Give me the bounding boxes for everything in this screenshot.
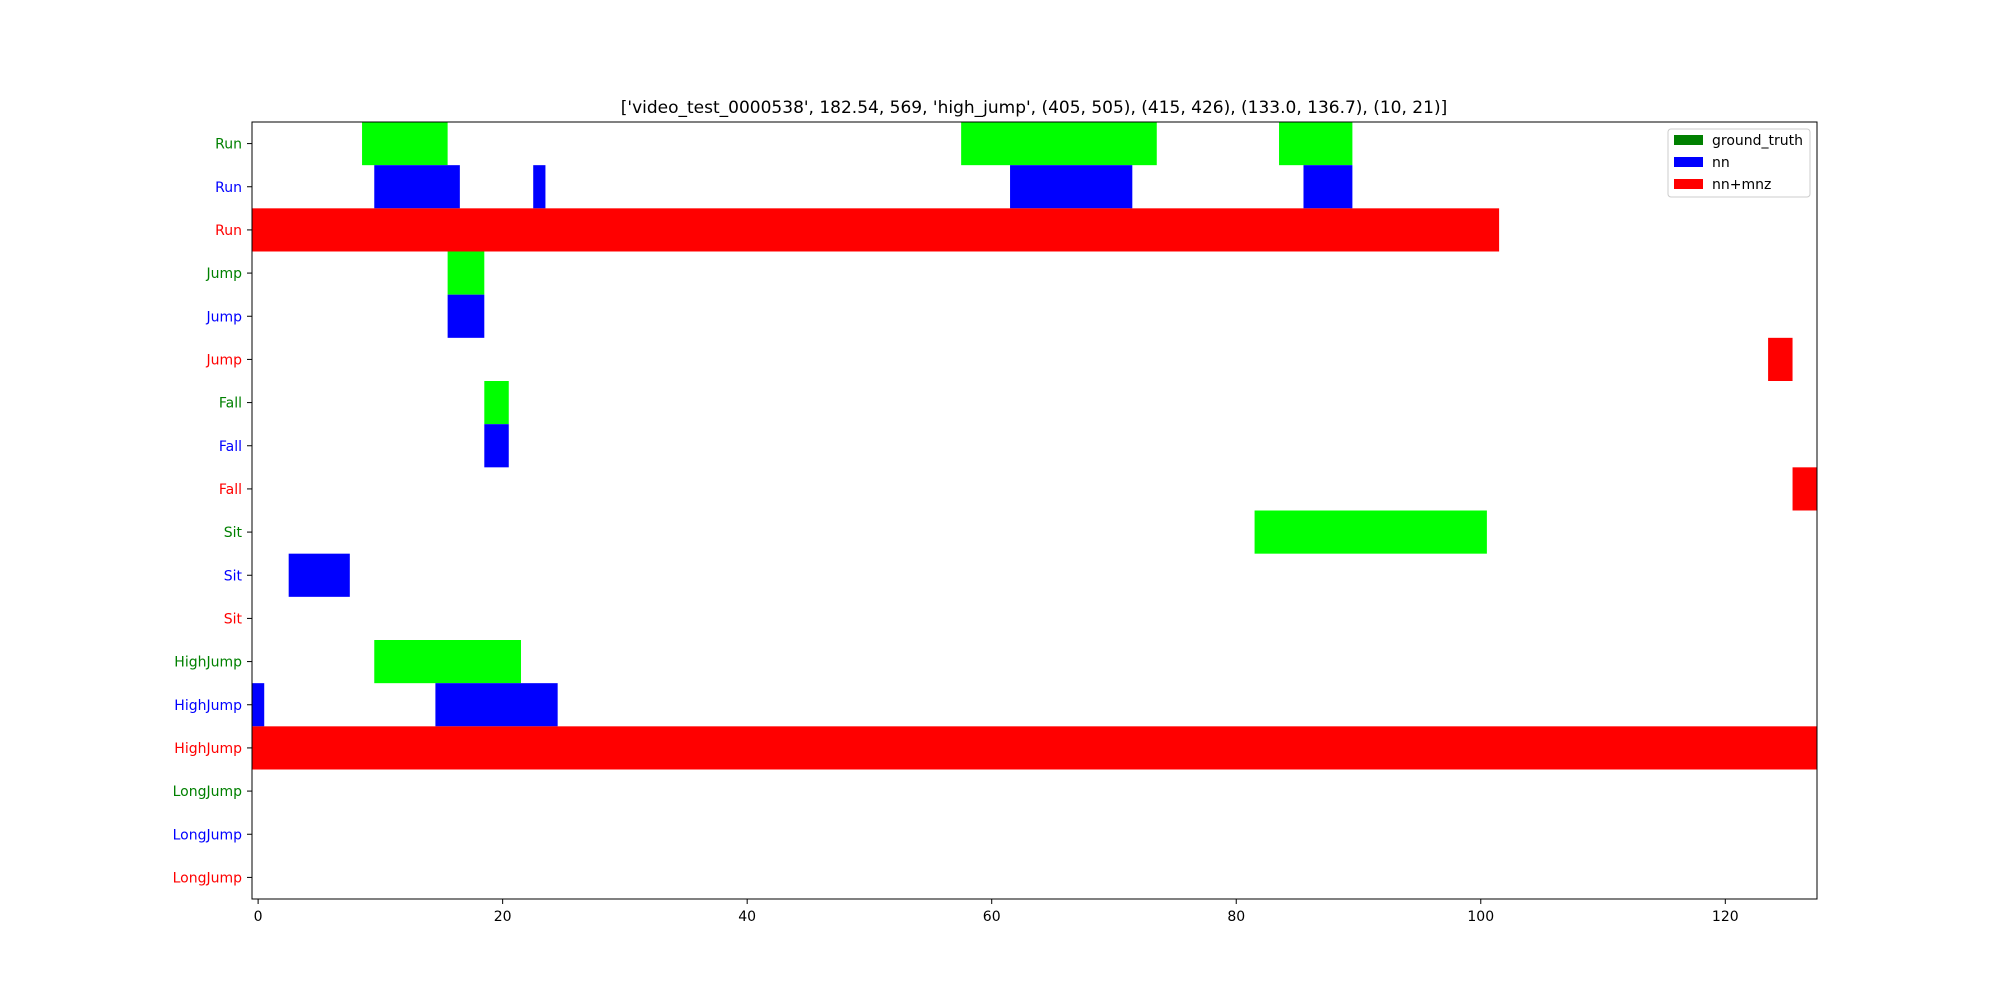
y-tick-label-run-ground_truth: Run [215,137,242,153]
x-tick-label-80: 80 [1227,909,1245,925]
y-tick-label-run-nn-mnz: Run [215,223,242,239]
bar-sit-nn-0 [288,553,350,597]
x-tick-label-60: 60 [983,909,1001,925]
bar-highjump-nn-mnz-0 [252,726,1817,770]
x-tick-label-0: 0 [254,909,263,925]
bar-run-ground_truth-1 [961,122,1157,166]
y-tick-label-highjump-nn-mnz: HighJump [174,741,242,757]
plot-frame [251,121,1818,900]
bar-fall-nn-0 [484,424,509,468]
bar-run-nn-0 [374,165,460,209]
y-tick-label-longjump-ground_truth: LongJump [173,784,243,800]
bar-run-ground_truth-2 [1279,122,1353,166]
legend-swatch-ground_truth [1674,135,1703,145]
bar-jump-nn-0 [447,294,485,338]
y-tick-label-fall-nn-mnz: Fall [219,482,242,498]
y-tick-label-fall-ground_truth: Fall [219,396,242,412]
bar-run-nn-1 [533,165,546,209]
y-tick-label-highjump-ground_truth: HighJump [174,655,242,671]
x-tick-label-40: 40 [738,909,756,925]
bar-fall-ground_truth-0 [484,381,509,425]
y-tick-label-longjump-nn-mnz: LongJump [173,870,243,886]
x-tick-label-120: 120 [1712,909,1739,925]
bar-highjump-ground_truth-0 [374,640,521,684]
y-tick-label-jump-nn: Jump [205,309,242,325]
bar-run-nn-2 [1010,165,1133,209]
y-tick-label-highjump-nn: HighJump [174,698,242,714]
x-axis: 0 20 40 60 80 100 120 [254,899,1739,925]
bar-run-nn-mnz-0 [252,208,1500,252]
plot-area [252,122,1817,770]
bar-jump-ground_truth-0 [447,251,485,295]
bar-highjump-nn-1 [435,683,558,727]
legend-label-nn-mnz: nn+mnz [1712,177,1771,193]
y-tick-label-sit-nn: Sit [224,568,243,584]
y-tick-label-fall-nn: Fall [219,439,242,455]
bar-sit-ground_truth-0 [1254,510,1487,554]
bar-fall-nn-mnz-0 [1792,467,1817,511]
bar-run-nn-3 [1303,165,1353,209]
y-tick-label-sit-nn-mnz: Sit [224,611,243,627]
bar-run-ground_truth-0 [362,122,448,166]
legend-box [1667,128,1811,198]
y-tick-label-longjump-nn: LongJump [173,827,243,843]
legend-swatch-nn [1674,157,1703,167]
y-axis-labels: Run Run Run Jump Jump Jump Fall Fall Fall Sit Sit S… [173,137,252,886]
bar-highjump-nn-0 [252,683,265,727]
legend-swatch-nn-mnz [1674,179,1703,189]
chart-title: ['video_test_0000538', 182.54, 569, 'hig… [621,98,1447,118]
y-tick-label-jump-ground_truth: Jump [205,266,242,282]
x-tick-label-20: 20 [494,909,512,925]
y-tick-label-jump-nn-mnz: Jump [205,352,242,368]
y-tick-label-sit-ground_truth: Sit [224,525,243,541]
legend-label-nn: nn [1712,155,1730,171]
bar-jump-nn-mnz-0 [1768,337,1793,381]
x-tick-label-100: 100 [1467,909,1494,925]
legend-label-ground_truth: ground_truth [1712,133,1803,149]
y-tick-label-run-nn: Run [215,180,242,196]
